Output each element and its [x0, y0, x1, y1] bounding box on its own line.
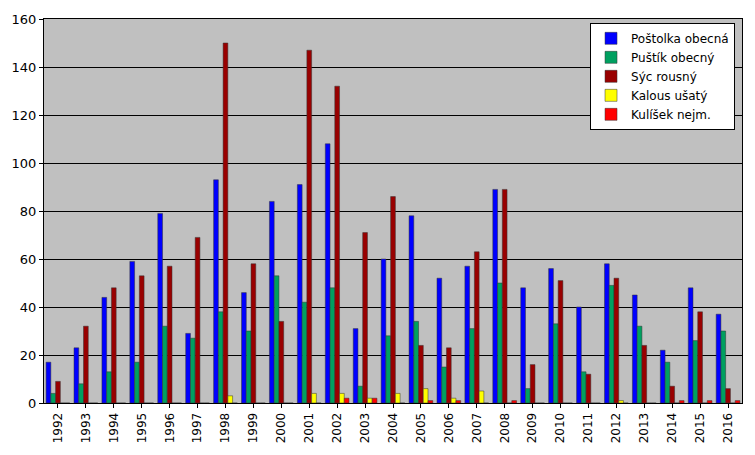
svg-text:2002: 2002 [330, 413, 344, 444]
svg-text:2012: 2012 [609, 413, 623, 444]
svg-text:1996: 1996 [163, 413, 177, 444]
svg-text:80: 80 [20, 204, 37, 219]
svg-text:40: 40 [20, 300, 37, 315]
svg-text:20: 20 [20, 348, 37, 363]
svg-text:Puštík obecný: Puštík obecný [631, 51, 714, 65]
svg-text:2001: 2001 [302, 413, 316, 444]
svg-text:2015: 2015 [693, 413, 707, 444]
svg-text:2009: 2009 [526, 413, 540, 444]
svg-text:140: 140 [12, 60, 37, 75]
svg-text:1997: 1997 [190, 413, 204, 444]
svg-text:2008: 2008 [498, 413, 512, 444]
svg-text:60: 60 [20, 252, 37, 267]
svg-text:1994: 1994 [107, 413, 121, 444]
svg-text:2013: 2013 [637, 413, 651, 444]
svg-text:1993: 1993 [79, 413, 93, 444]
svg-text:1998: 1998 [218, 413, 232, 444]
svg-text:Poštolka obecná: Poštolka obecná [631, 32, 729, 46]
svg-text:2006: 2006 [442, 413, 456, 444]
svg-text:2003: 2003 [358, 413, 372, 444]
svg-text:2000: 2000 [274, 413, 288, 444]
svg-text:160: 160 [12, 12, 37, 27]
svg-text:Sýc rousný: Sýc rousný [631, 70, 697, 84]
svg-text:Kulíšek nejm.: Kulíšek nejm. [631, 108, 711, 122]
svg-text:1999: 1999 [246, 413, 260, 444]
svg-text:2004: 2004 [386, 413, 400, 444]
svg-text:2016: 2016 [721, 413, 735, 444]
svg-text:2011: 2011 [581, 413, 595, 444]
svg-text:100: 100 [12, 156, 37, 171]
svg-text:1992: 1992 [51, 413, 65, 444]
svg-text:0: 0 [28, 396, 36, 411]
svg-text:2010: 2010 [553, 413, 567, 444]
svg-text:Kalous ušatý: Kalous ušatý [631, 89, 707, 103]
svg-text:2014: 2014 [665, 413, 679, 444]
svg-text:1995: 1995 [135, 413, 149, 444]
svg-text:2005: 2005 [414, 413, 428, 444]
svg-text:120: 120 [12, 108, 37, 123]
svg-text:2007: 2007 [470, 413, 484, 444]
